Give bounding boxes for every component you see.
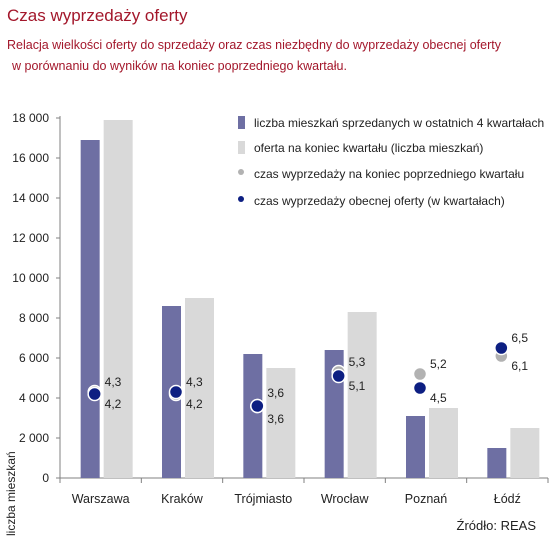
chart-title: Czas wyprzedaży oferty: [7, 6, 188, 25]
y-tick-label: 12 000: [12, 231, 49, 245]
chart-subtitle-line-1: Relacja wielkości oferty do sprzedaży or…: [7, 38, 501, 52]
x-tick-label: Kraków: [161, 492, 204, 506]
y-tick-label: 2 000: [19, 431, 49, 445]
legend-label-time-previous: czas wyprzedaży na koniec poprzedniego k…: [254, 167, 524, 181]
legend-label-time-current: czas wyprzedaży obecnej oferty (w kwarta…: [254, 194, 505, 208]
y-tick-label: 6 000: [19, 351, 49, 365]
bar-offer: [510, 428, 540, 478]
y-tick-label: 14 000: [12, 191, 49, 205]
y-tick-label: 18 000: [12, 111, 49, 125]
legend-marker-time-current: [238, 196, 244, 202]
label-time-current: 3,6: [267, 412, 284, 426]
source-note: Źródło: REAS: [456, 518, 536, 533]
bar-sold: [406, 416, 425, 478]
chart-subtitle-line-2: w porównaniu do wyników na koniec poprze…: [12, 59, 347, 73]
bar-offer: [429, 408, 458, 478]
marker-time-previous: [412, 366, 428, 382]
bar-sold: [80, 140, 100, 478]
label-time-current: 4,5: [430, 391, 447, 405]
x-tick-label: Warszawa: [72, 492, 130, 506]
x-tick-label: Poznań: [405, 492, 447, 506]
marker-time-current: [250, 398, 265, 414]
marker-time-current: [168, 384, 184, 400]
marker-time-current: [87, 386, 102, 402]
y-tick-label: 0: [42, 471, 49, 485]
legend-swatch-sold: [238, 116, 245, 129]
label-time-previous: 4,2: [186, 397, 203, 411]
bar-offer: [103, 120, 133, 478]
label-time-current: 4,2: [105, 397, 122, 411]
y-tick-label: 4 000: [19, 391, 49, 405]
x-tick-label: Wrocław: [321, 492, 370, 506]
marker-time-current: [331, 368, 346, 384]
marker-time-current: [494, 340, 509, 356]
bar-sold: [243, 354, 263, 478]
bar-offer: [347, 312, 377, 478]
y-tick-label: 16 000: [12, 151, 49, 165]
label-time-current: 5,1: [349, 379, 366, 393]
legend-marker-time-previous: [238, 169, 244, 175]
label-time-current: 6,5: [511, 331, 528, 345]
label-time-previous: 3,6: [267, 386, 284, 400]
label-time-previous: 6,1: [511, 359, 528, 373]
label-time-current: 4,3: [186, 375, 203, 389]
bar-offer: [185, 298, 214, 478]
y-tick-label: 10 000: [12, 271, 49, 285]
legend-swatch-offer: [238, 141, 245, 154]
bar-offer: [266, 368, 296, 478]
marker-time-current: [412, 380, 428, 396]
label-time-previous: 5,3: [349, 355, 366, 369]
label-time-previous: 5,2: [430, 357, 447, 371]
bar-sold: [487, 448, 507, 478]
x-tick-label: Trójmiasto: [234, 492, 292, 506]
legend-label-offer: oferta na koniec kwartału (liczba mieszk…: [254, 141, 483, 155]
y-tick-label: 8 000: [19, 311, 49, 325]
x-tick-label: Łódź: [494, 492, 521, 506]
label-time-previous: 4,3: [105, 375, 122, 389]
legend-label-sold: liczba mieszkań sprzedanych w ostatnich …: [254, 116, 544, 130]
y-axis-label: liczba mieszkań: [4, 451, 18, 536]
